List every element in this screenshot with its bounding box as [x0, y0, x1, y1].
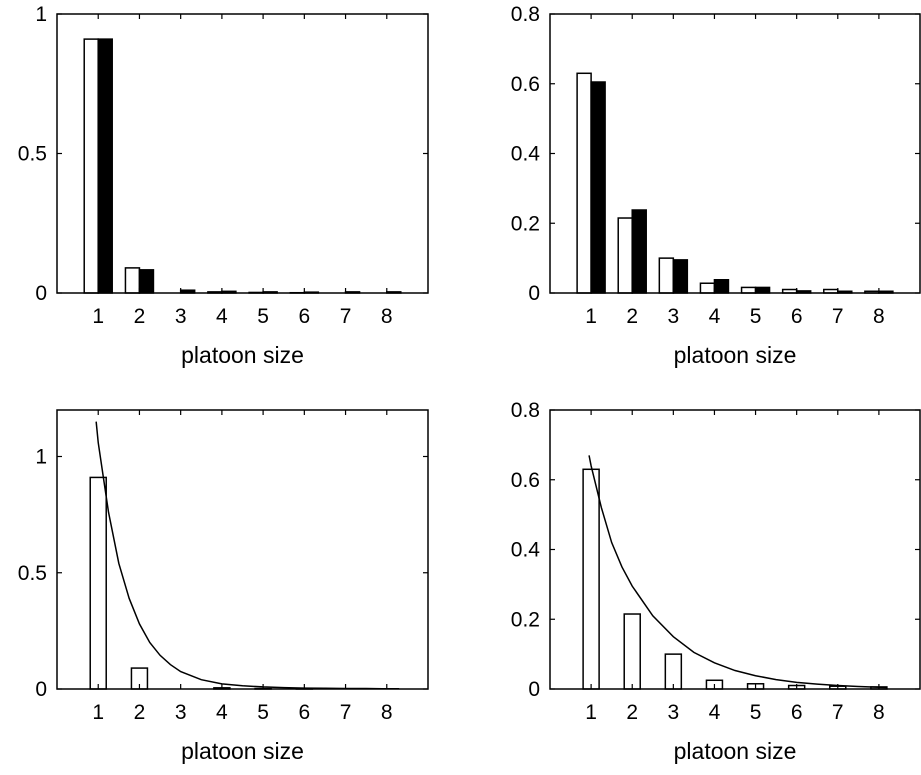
x-axis-label: platoon size: [181, 738, 304, 764]
bar-2-open: [125, 268, 139, 293]
bar-4-open: [700, 283, 714, 293]
axes-frame: [550, 410, 920, 689]
bar-1-open: [90, 477, 106, 689]
x-tick-label-5: 5: [750, 701, 762, 724]
y-tick-label-2: 0.4: [511, 143, 541, 166]
x-tick-label-2: 2: [134, 701, 146, 724]
x-tick-label-1: 1: [585, 305, 597, 328]
x-tick-label-4: 4: [709, 701, 721, 724]
bar-1-open: [583, 469, 599, 689]
y-tick-label-0: 0: [528, 678, 540, 701]
bar-1-open: [84, 39, 98, 293]
chart-top-right: 1 2 3 4 5 6 7 8 0 0.2 0.4 0.6 0.8 platoon size: [511, 3, 920, 368]
fit-curve-line: [96, 422, 399, 689]
bar-3-open: [659, 258, 673, 293]
bar-2-filled: [139, 270, 153, 293]
bar-1-filled: [591, 82, 605, 293]
chart-bottom-right: 1 2 3 4 5 6 7 8 0 0.2 0.4 0.6 0.8 platoon size: [511, 399, 920, 764]
bar-4-filled: [714, 280, 728, 293]
y-tick-label-4: 0.8: [511, 399, 540, 422]
x-tick-label-3: 3: [175, 305, 187, 328]
y-tick-label-1: 0.2: [511, 212, 540, 235]
bar-3-open: [665, 654, 681, 689]
y-tick-label-1: 0.5: [18, 562, 47, 585]
bar-3-filled: [673, 260, 687, 293]
x-tick-label-4: 4: [216, 701, 228, 724]
x-tick-label-8: 8: [873, 701, 885, 724]
x-tick-label-5: 5: [257, 701, 269, 724]
x-tick-label-3: 3: [175, 701, 187, 724]
y-tick-label-0: 0: [35, 282, 47, 305]
y-tick-label-1: 0.2: [511, 608, 540, 631]
bar-5-filled: [756, 287, 770, 293]
x-tick-label-6: 6: [298, 305, 310, 328]
x-tick-label-2: 2: [626, 701, 638, 724]
y-tick-label-4: 0.8: [511, 3, 540, 26]
y-tick-label-3: 0.6: [511, 73, 540, 96]
y-tick-label-2: 0.4: [511, 539, 541, 562]
bar-2-open: [624, 614, 640, 689]
y-tick-label-0: 0: [528, 282, 540, 305]
x-tick-label-8: 8: [873, 305, 885, 328]
x-tick-label-6: 6: [791, 305, 803, 328]
x-axis-label: platoon size: [674, 738, 797, 764]
x-tick-label-4: 4: [709, 305, 721, 328]
x-tick-label-3: 3: [667, 305, 679, 328]
y-tick-label-0: 0: [35, 678, 47, 701]
y-tick-label-2: 1: [35, 3, 47, 26]
x-tick-label-7: 7: [340, 305, 352, 328]
x-tick-label-3: 3: [667, 701, 679, 724]
x-tick-label-6: 6: [791, 701, 803, 724]
x-tick-label-1: 1: [585, 701, 597, 724]
x-tick-label-7: 7: [832, 701, 844, 724]
x-axis-label: platoon size: [181, 342, 304, 368]
bar-2-open: [618, 218, 632, 293]
bar-2-filled: [632, 210, 646, 293]
x-tick-label-2: 2: [134, 305, 146, 328]
x-tick-label-6: 6: [298, 701, 310, 724]
bar-1-open: [577, 73, 591, 293]
x-tick-label-7: 7: [340, 701, 352, 724]
y-tick-label-3: 0.6: [511, 469, 540, 492]
x-tick-label-8: 8: [381, 701, 393, 724]
x-tick-label-1: 1: [92, 701, 104, 724]
axes-frame: [57, 410, 428, 689]
x-axis-label: platoon size: [674, 342, 797, 368]
x-tick-label-1: 1: [92, 305, 104, 328]
bar-5-open: [742, 287, 756, 293]
chart-bottom-left: 1 2 3 4 5 6 7 8 0 0.5 1 platoon size: [18, 410, 428, 764]
x-tick-label-5: 5: [257, 305, 269, 328]
chart-top-left: 1 2 3 4 5 6 7 8 0 0.5 1 platoon size: [18, 3, 428, 368]
x-tick-label-5: 5: [750, 305, 762, 328]
bar-1-filled: [98, 39, 112, 293]
y-tick-label-1: 0.5: [18, 143, 47, 166]
x-tick-label-7: 7: [832, 305, 844, 328]
y-tick-label-2: 1: [35, 446, 47, 469]
x-tick-label-2: 2: [626, 305, 638, 328]
x-tick-label-8: 8: [381, 305, 393, 328]
x-tick-label-4: 4: [216, 305, 228, 328]
